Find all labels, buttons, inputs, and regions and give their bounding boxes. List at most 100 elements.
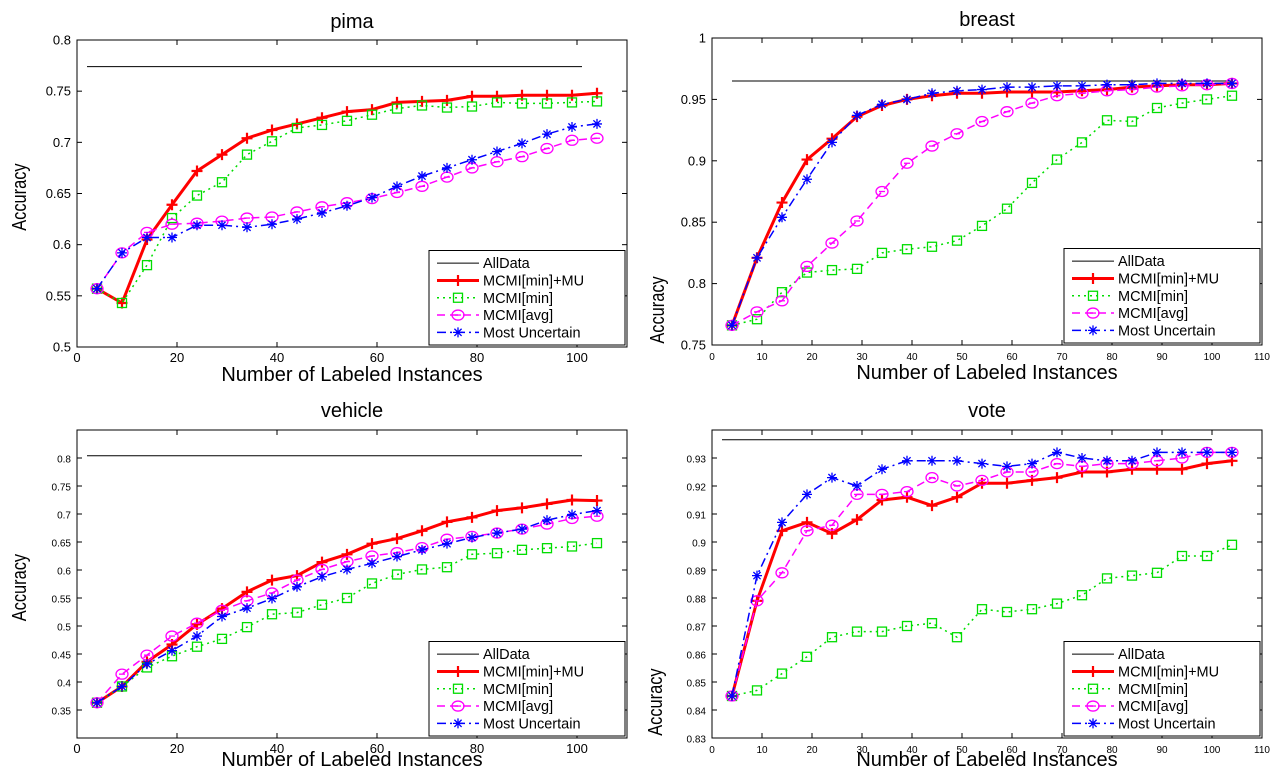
data-point: [1176, 97, 1188, 109]
legend-label: MCMI[avg]: [1118, 306, 1188, 322]
data-point: [1176, 463, 1188, 475]
data-point: [852, 481, 862, 491]
data-point: [1202, 447, 1212, 458]
data-point: [826, 264, 838, 276]
legend-label: MCMI[min]: [483, 291, 553, 307]
data-point: [191, 641, 203, 652]
legend-label: MCMI[min]+MU: [483, 273, 584, 289]
series-Most Uncertain: [92, 505, 602, 708]
x-tick-label: 40: [270, 741, 284, 756]
legend-item: Most Uncertain: [437, 716, 581, 732]
x-tick-label: 40: [906, 352, 918, 363]
series-MCMI[min]+MU: [726, 455, 1238, 702]
data-point: [976, 477, 988, 489]
data-point: [976, 604, 988, 615]
legend-item: Most Uncertain: [1072, 716, 1216, 732]
data-point: [1102, 455, 1112, 466]
data-point: [825, 519, 839, 531]
legend-marker: [453, 718, 463, 729]
legend-marker: [451, 309, 465, 321]
data-point: [1101, 115, 1113, 126]
data-point: [727, 691, 737, 701]
data-point: [802, 174, 812, 185]
data-point: [1077, 453, 1087, 463]
data-point: [975, 115, 989, 128]
data-point: [116, 297, 128, 309]
data-point: [977, 458, 987, 469]
chart-title: vote: [968, 400, 1006, 422]
y-tick-label: 0.9: [692, 539, 706, 550]
x-tick-label: 30: [856, 352, 868, 363]
legend-marker: [1086, 700, 1100, 712]
y-tick-label: 0.9: [688, 153, 706, 168]
data-point: [1001, 477, 1013, 489]
y-tick-label: 1: [699, 31, 706, 46]
data-point: [266, 136, 278, 147]
data-point: [901, 620, 913, 632]
data-point: [117, 681, 127, 692]
data-point: [391, 533, 403, 545]
legend-marker: [452, 665, 464, 677]
x-tick-label: 100: [1204, 352, 1221, 363]
x-tick-label: 80: [1106, 352, 1118, 363]
data-point: [342, 200, 352, 211]
data-point: [1201, 94, 1213, 105]
data-point: [241, 621, 253, 633]
data-point: [217, 220, 227, 231]
data-point: [900, 157, 914, 169]
data-point: [566, 494, 578, 506]
data-point: [216, 177, 228, 188]
legend-label: AllData: [483, 256, 531, 272]
data-point: [392, 551, 402, 562]
series-line: [96, 100, 598, 305]
x-tick-label: 20: [170, 741, 184, 756]
data-point: [192, 631, 202, 642]
data-point: [466, 549, 478, 560]
data-point: [416, 564, 428, 575]
data-point: [777, 517, 787, 528]
data-point: [417, 544, 427, 555]
y-tick-label: 0.55: [46, 288, 71, 303]
data-point: [267, 593, 277, 604]
data-point: [316, 599, 328, 610]
y-tick-label: 0.55: [52, 595, 72, 606]
data-point: [926, 500, 938, 512]
data-point: [391, 569, 403, 580]
data-point: [515, 151, 529, 163]
data-point: [291, 122, 303, 134]
data-point: [466, 101, 478, 112]
data-point: [516, 98, 528, 109]
x-tick-label: 20: [806, 352, 818, 363]
series-line: [731, 544, 1233, 697]
data-point: [1051, 154, 1063, 165]
y-tick-label: 0.6: [57, 567, 71, 578]
y-tick-label: 0.8: [57, 455, 71, 466]
legend-item: MCMI[min]: [1072, 682, 1188, 698]
data-point: [777, 212, 787, 223]
data-point: [242, 603, 252, 614]
data-point: [517, 524, 527, 535]
legend-marker: [1087, 290, 1099, 301]
data-point: [775, 295, 789, 307]
data-point: [927, 88, 937, 99]
y-tick-label: 0.84: [687, 707, 707, 718]
data-point: [751, 685, 763, 696]
legend-marker: [452, 274, 464, 286]
data-point: [776, 197, 788, 209]
data-point: [827, 137, 837, 148]
legend-marker: [1086, 307, 1100, 319]
data-point: [1027, 82, 1037, 93]
data-point: [801, 651, 813, 662]
x-tick-label: 50: [956, 352, 968, 363]
data-point: [852, 110, 862, 121]
legend-label: MCMI[avg]: [483, 308, 553, 324]
data-point: [1126, 570, 1138, 581]
chart-vote: vote 0 10 20 30 40 50 60 70 80 90 100 110 0.83 0.84 0.8…: [643, 400, 1270, 771]
data-point: [441, 94, 453, 106]
data-point: [167, 232, 177, 243]
data-point: [1177, 447, 1187, 458]
data-point: [517, 138, 527, 149]
data-point: [902, 94, 912, 105]
data-point: [141, 259, 153, 271]
